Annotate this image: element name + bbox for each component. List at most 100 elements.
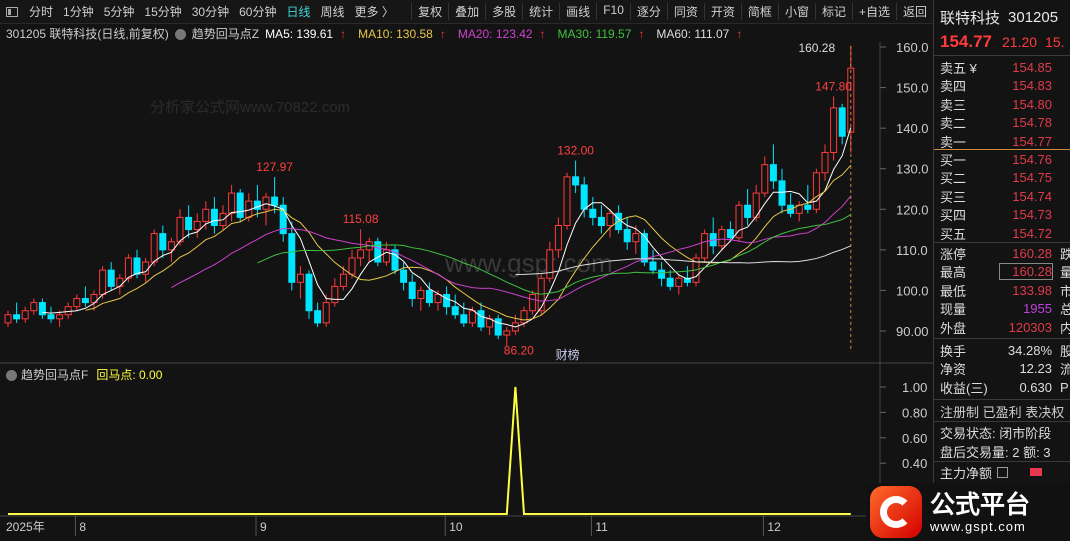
candle[interactable] [288,233,296,283]
candle[interactable] [520,310,528,324]
tool-button[interactable]: 小窗 [777,3,815,20]
candle[interactable] [623,229,631,243]
tool-button[interactable]: 画线 [559,3,596,20]
candle[interactable] [744,204,752,218]
candle[interactable] [133,257,141,275]
candle[interactable] [176,216,184,243]
candle[interactable] [477,310,485,328]
candle[interactable] [210,208,218,227]
candle[interactable] [434,293,442,304]
candle[interactable] [13,314,21,320]
candle[interactable] [580,184,588,210]
candle[interactable] [554,225,562,251]
candle[interactable] [529,293,537,312]
candle[interactable] [597,216,605,227]
tool-button[interactable]: 逐分 [629,3,667,20]
candle[interactable] [374,241,382,263]
candle[interactable] [357,249,365,259]
candle[interactable] [658,269,666,279]
candle[interactable] [339,273,347,287]
candle[interactable] [649,261,657,271]
tool-button[interactable]: 叠加 [448,3,485,20]
period-tab[interactable]: 15分钟 [144,5,182,19]
candle[interactable] [159,233,167,251]
candle[interactable] [752,192,760,218]
candle[interactable] [812,172,820,210]
period-tab[interactable]: 60分钟 [239,5,277,19]
candle[interactable] [391,249,399,271]
candle[interactable] [331,285,339,304]
candle[interactable] [821,151,829,174]
period-tab[interactable]: 30分钟 [191,5,230,19]
candle[interactable] [563,176,571,227]
candle[interactable] [4,314,12,324]
candle[interactable] [589,208,597,218]
tool-button[interactable]: 标记 [814,3,852,20]
candle[interactable] [769,164,777,182]
candle[interactable] [830,107,838,153]
candle[interactable] [494,318,502,336]
candle[interactable] [322,302,330,324]
candle[interactable] [468,310,476,324]
indicator-menu-icon[interactable] [174,29,186,40]
period-tab[interactable]: 5分钟 [103,5,135,19]
candle[interactable] [640,233,648,263]
candle[interactable] [503,330,511,336]
tool-button[interactable]: 统计 [522,3,559,20]
indicator-name[interactable]: 趋势回马点Z [191,27,260,41]
candle[interactable] [838,107,846,137]
candle[interactable] [107,269,115,287]
tool-button[interactable]: 开资 [703,3,741,20]
candle[interactable] [726,229,734,239]
candle[interactable] [348,257,356,275]
candle[interactable] [30,302,38,312]
panel-toggle-icon[interactable] [6,6,18,17]
tool-button[interactable]: +自选 [851,3,896,20]
candle[interactable] [460,314,468,324]
candle[interactable] [279,204,287,235]
candle[interactable] [417,289,425,300]
indicator-f-name[interactable]: 趋势回马点F [21,368,89,382]
candle[interactable] [305,273,313,312]
period-tab[interactable]: 日线 [286,5,311,19]
candle[interactable] [64,306,72,316]
list-icon[interactable] [997,466,1009,478]
candle[interactable] [90,293,98,304]
candle[interactable] [718,229,726,247]
candle[interactable] [236,192,244,218]
candle[interactable] [228,192,236,214]
candle[interactable] [761,164,769,194]
candle[interactable] [202,208,210,222]
tool-button[interactable]: F10 [596,3,630,20]
candle[interactable] [666,277,674,287]
candle[interactable] [443,293,451,308]
candle[interactable] [296,273,304,283]
candle[interactable] [606,212,614,227]
candle[interactable] [124,257,132,279]
candle[interactable] [167,241,175,251]
candle[interactable] [701,233,709,259]
kline-chart[interactable]: 分析家公式网www.70822.com www.gspt.com 160.0 150.… [0,0,933,541]
tool-button[interactable]: 返回 [895,3,933,20]
candle[interactable] [99,269,107,295]
candle[interactable] [271,196,279,206]
candle[interactable] [116,277,124,287]
candle[interactable] [56,314,64,320]
tool-button[interactable]: 同资 [666,3,704,20]
indicator-menu-icon[interactable] [6,370,17,381]
period-tab[interactable]: 分时 [29,5,54,19]
candle[interactable] [778,180,786,206]
candle[interactable] [425,289,433,304]
candle[interactable] [81,298,89,304]
candle[interactable] [735,204,743,239]
candle[interactable] [185,216,193,231]
candle[interactable] [382,249,390,263]
candle[interactable] [683,277,691,283]
candle[interactable] [38,302,46,316]
period-tab[interactable]: 更多 〉 [354,5,394,19]
candle[interactable] [451,306,459,316]
tool-button[interactable]: 多股 [485,3,522,20]
candle[interactable] [632,233,640,243]
candle[interactable] [675,277,683,287]
period-tab[interactable]: 周线 [320,5,345,19]
